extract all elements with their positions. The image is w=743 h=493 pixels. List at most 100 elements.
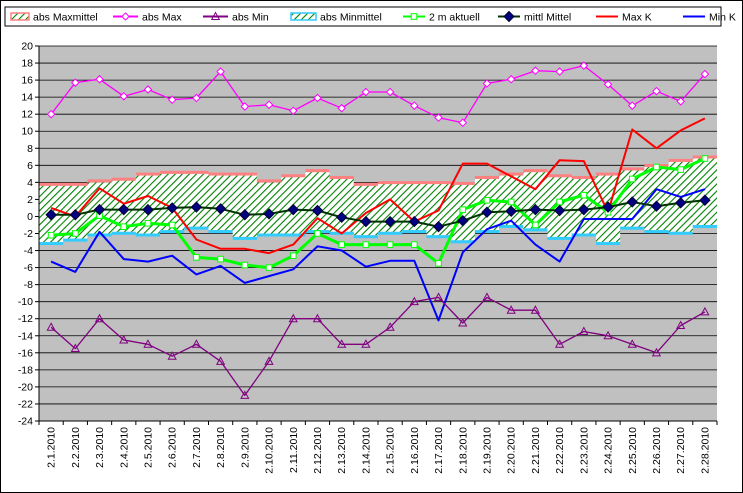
point-marker [580, 191, 588, 199]
point-marker [338, 241, 345, 248]
point-marker [505, 205, 517, 218]
point-marker [410, 13, 418, 20]
band-bottom-cap [692, 224, 717, 228]
band-bottom-cap [378, 231, 403, 235]
point-marker [337, 103, 346, 113]
point-marker [71, 78, 80, 87]
point-marker [385, 322, 395, 331]
point-marker [337, 339, 347, 348]
point-marker [628, 175, 636, 183]
point-marker [503, 10, 515, 23]
y-tick-label: -10 [18, 296, 33, 308]
point-marker [120, 223, 128, 230]
point-marker [288, 313, 298, 323]
point-marker [626, 196, 638, 208]
x-tick-label: 2.23.2010 [578, 427, 590, 474]
legend: abs Maxmittel abs Max abs Min abs Minmittel… [4, 6, 736, 27]
point-marker [676, 320, 686, 330]
x-tick-label: 2.20.2010 [506, 427, 518, 474]
band-bottom-cap [571, 233, 596, 237]
point-marker [119, 91, 129, 101]
legend-item: abs Max [113, 12, 182, 24]
y-tick-label: 0 [27, 211, 33, 223]
point-marker [410, 101, 419, 110]
band-bottom-cap [620, 226, 645, 230]
legend-item: Max K [596, 12, 652, 24]
point-marker [435, 260, 442, 267]
x-tick-label: 2.7.2010 [191, 427, 203, 468]
series-layer [45, 61, 711, 399]
band-bottom-cap [353, 235, 378, 239]
point-marker [385, 87, 395, 97]
point-marker [240, 102, 250, 111]
y-tick-label: 18 [21, 58, 33, 70]
x-tick-label: 2.28.2010 [699, 427, 711, 474]
point-marker [434, 113, 443, 122]
point-marker [555, 67, 564, 76]
point-marker [627, 339, 637, 348]
x-tick-label: 2.15.2010 [385, 427, 397, 474]
point-marker [47, 231, 55, 239]
point-marker [118, 203, 130, 216]
band-bottom-cap [402, 230, 427, 234]
x-tick-label: 2.1.2010 [46, 427, 58, 468]
y-tick-label: 12 [21, 109, 33, 121]
y-tick-label: -24 [18, 416, 33, 428]
point-marker [432, 220, 445, 233]
point-marker [360, 215, 372, 228]
legend-label: 2 m aktuell [429, 12, 480, 24]
legend-box [4, 6, 722, 27]
series-line [51, 199, 706, 228]
band-top-cap [39, 182, 64, 186]
point-marker [676, 97, 685, 106]
x-tick-label: 2.24.2010 [603, 427, 615, 474]
band-top-cap [305, 169, 330, 173]
point-marker [652, 86, 661, 96]
series-abs-min [46, 292, 710, 399]
point-marker [142, 203, 154, 216]
band-top-cap [281, 174, 306, 178]
point-marker [144, 219, 152, 227]
band-top-cap [450, 181, 475, 185]
x-tick-label: 2.16.2010 [409, 427, 421, 474]
point-marker [264, 100, 274, 110]
point-marker [627, 101, 637, 110]
point-marker [119, 334, 129, 344]
band-top-cap [499, 172, 524, 176]
point-marker [95, 74, 104, 84]
series-line [50, 296, 706, 397]
y-tick-label: 14 [21, 92, 33, 104]
point-marker [214, 203, 227, 215]
point-marker [215, 356, 226, 365]
band-bar [208, 175, 233, 231]
x-tick-label: 2.14.2010 [360, 427, 372, 474]
y-tick-label: -16 [18, 347, 33, 359]
point-marker [190, 201, 203, 213]
point-marker [288, 106, 298, 116]
legend-swatch [10, 12, 30, 21]
band-bottom-cap [668, 231, 693, 235]
point-marker [653, 163, 660, 171]
x-tick-label: 2.10.2010 [264, 427, 276, 474]
point-marker [507, 198, 515, 206]
legend-label: abs Min [232, 12, 269, 24]
y-tick-label: -8 [24, 279, 33, 291]
band-top-cap [87, 179, 112, 183]
legend-label: mittl Mittel [524, 12, 571, 24]
legend-label: Max K [622, 12, 652, 24]
band-top-cap [426, 181, 451, 185]
point-marker [458, 317, 468, 327]
point-marker [143, 339, 153, 348]
band-top-cap [402, 181, 427, 185]
x-tick-label: 2.13.2010 [336, 427, 348, 474]
point-marker [312, 313, 323, 323]
point-marker [263, 208, 275, 220]
point-marker [335, 211, 348, 224]
point-marker [384, 215, 396, 228]
y-tick-label: 2 [27, 194, 33, 206]
band-bar [184, 173, 209, 227]
point-marker [408, 215, 421, 228]
point-marker [72, 230, 79, 237]
legend-item: abs Minmittel [290, 12, 382, 24]
point-marker [193, 254, 200, 261]
